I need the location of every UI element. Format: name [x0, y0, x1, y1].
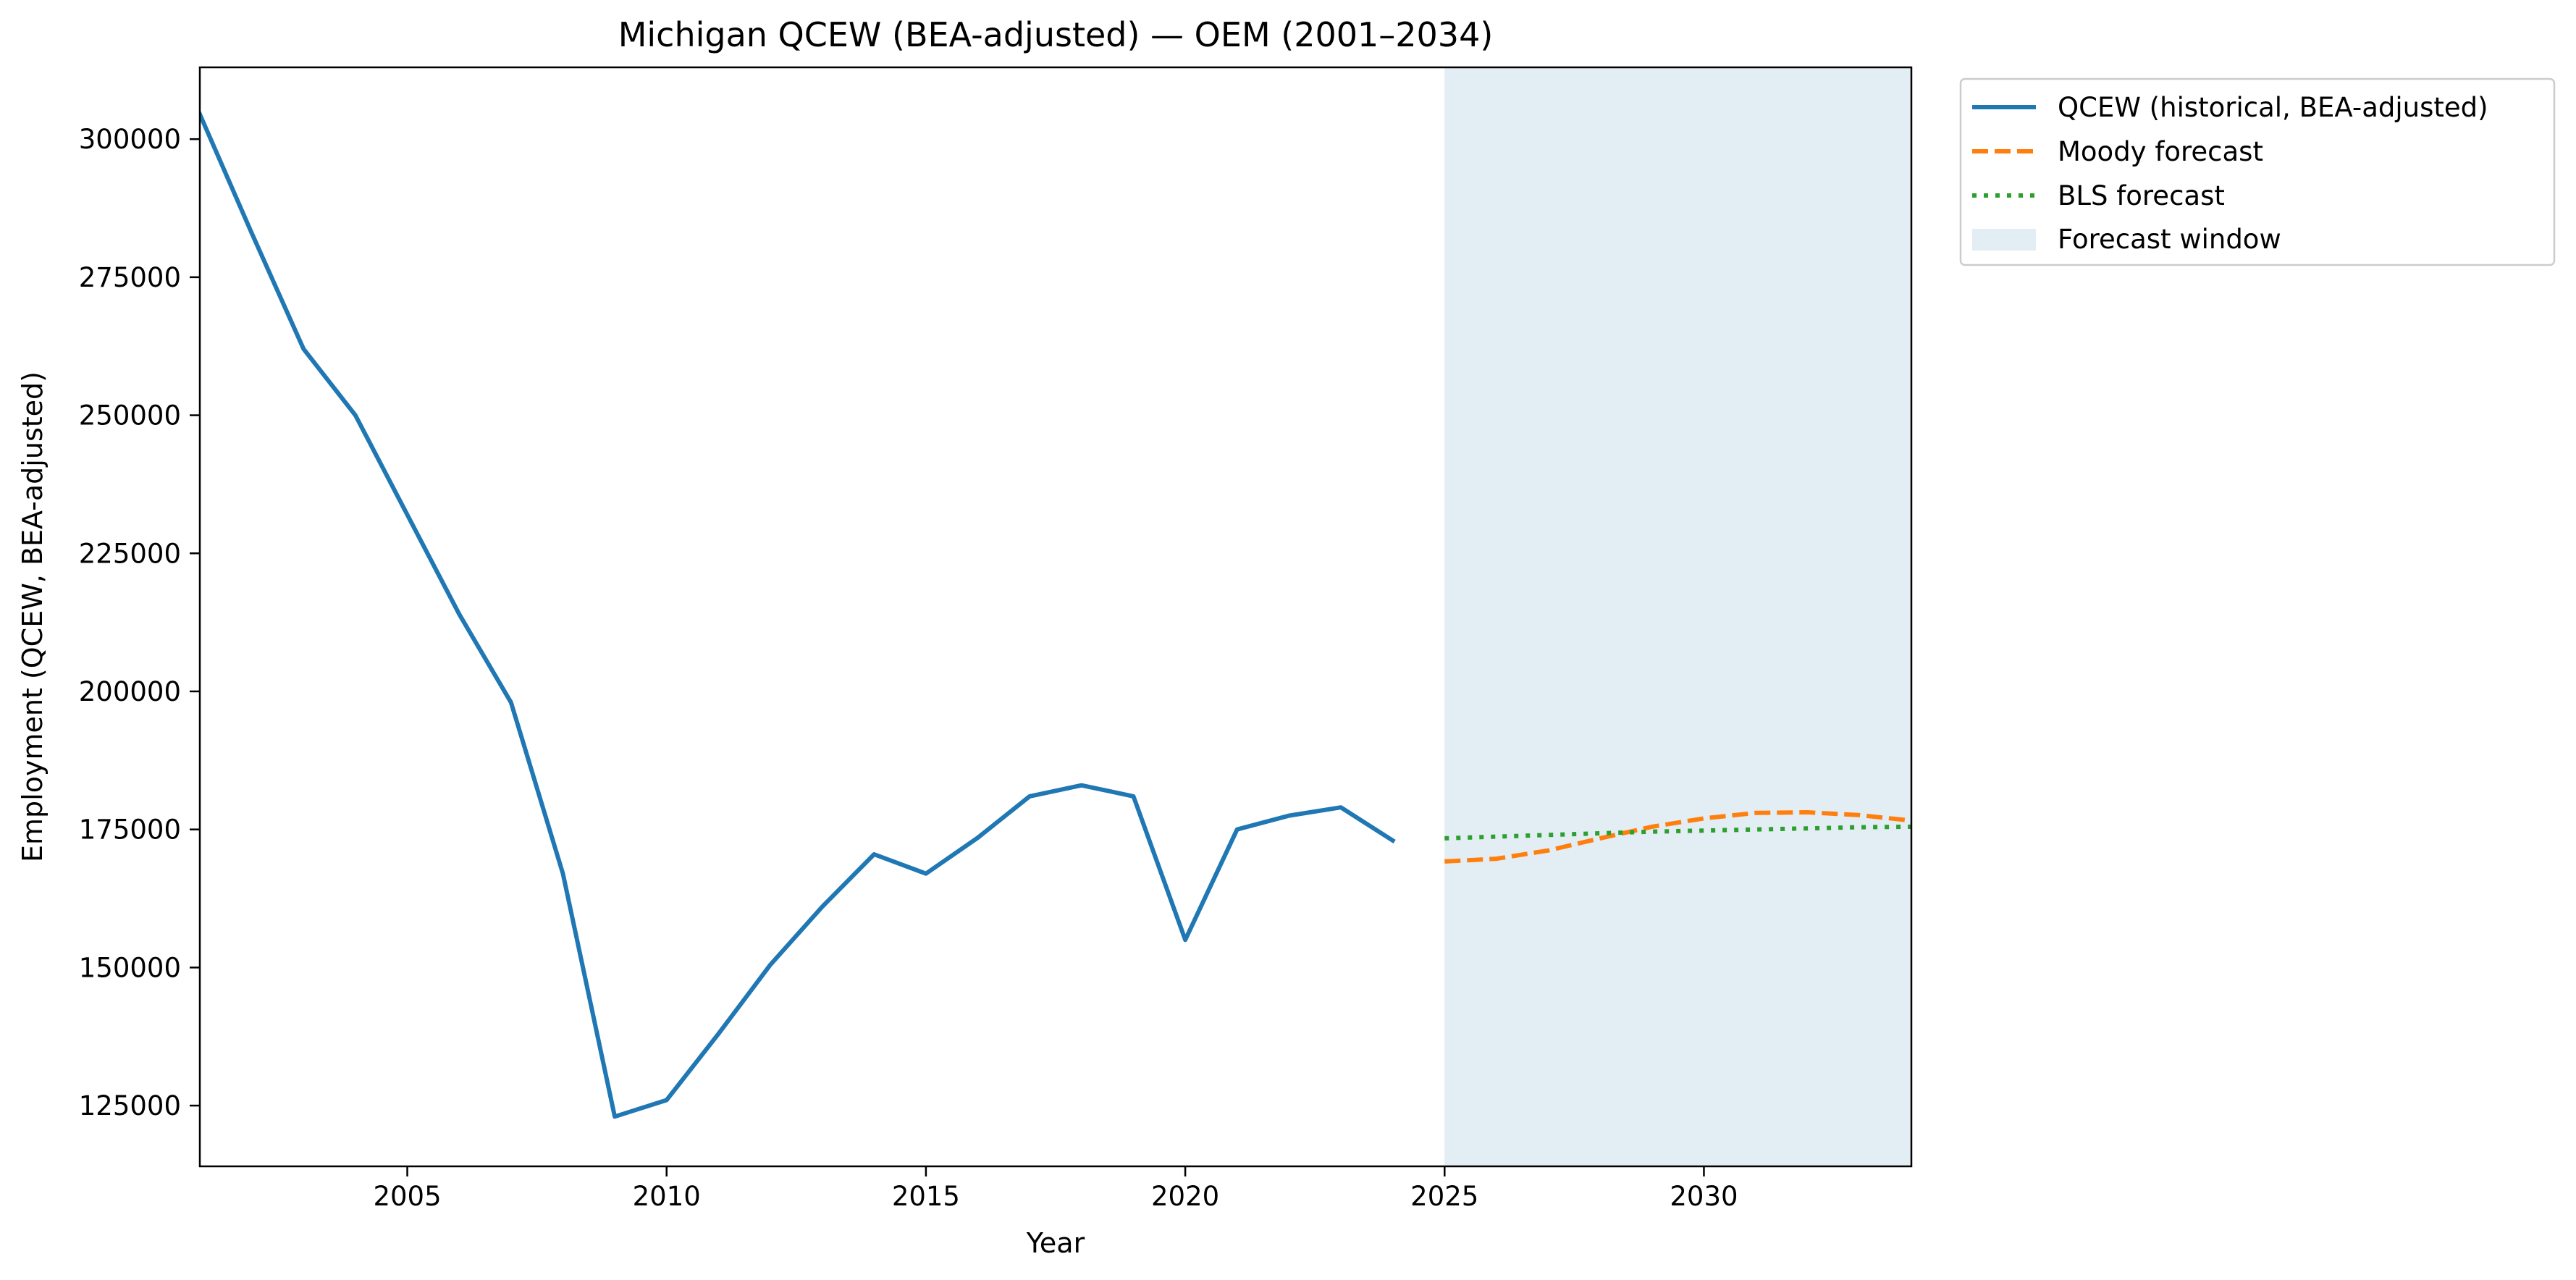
- forecast-window-band: [1444, 67, 1911, 1166]
- x-tick-label: 2010: [633, 1181, 701, 1212]
- legend: QCEW (historical, BEA-adjusted) Moody fo…: [1959, 77, 2556, 266]
- chart-title: Michigan QCEW (BEA-adjusted) — OEM (2001…: [618, 15, 1494, 54]
- y-tick-label: 150000: [79, 952, 181, 983]
- legend-label-bls: BLS forecast: [2058, 180, 2225, 211]
- y-tick-label: 175000: [79, 814, 181, 846]
- y-tick-label: 225000: [79, 538, 181, 569]
- legend-swatch-forecast-window: [1972, 229, 2036, 250]
- forecast-band-layer: [1444, 67, 1911, 1166]
- legend-label-moody: Moody forecast: [2058, 136, 2263, 167]
- x-axis: 2005 2010 2015 2020 2025 2030: [373, 1166, 1738, 1212]
- y-tick-label: 125000: [79, 1090, 181, 1121]
- y-axis-title: Employment (QCEW, BEA-adjusted): [17, 371, 49, 862]
- legend-frame: [1959, 77, 2556, 266]
- x-tick-label: 2015: [892, 1181, 960, 1212]
- legend-label-qcew: QCEW (historical, BEA-adjusted): [2058, 92, 2488, 123]
- x-axis-title: Year: [1026, 1227, 1085, 1259]
- y-tick-label: 275000: [79, 262, 181, 293]
- legend-label-forecast-window: Forecast window: [2058, 224, 2281, 255]
- plot-frame: [198, 66, 1913, 1168]
- x-tick-label: 2005: [373, 1181, 441, 1212]
- y-axis: 125000 150000 175000 200000 225000 250000 2750…: [79, 124, 200, 1121]
- series-line-qcew: [200, 111, 1396, 1119]
- series-layer: [200, 111, 1911, 1119]
- y-tick-label: 200000: [79, 676, 181, 707]
- series-line-moody: [1444, 810, 1911, 864]
- x-tick-label: 2020: [1151, 1181, 1219, 1212]
- y-tick-label: 300000: [79, 124, 181, 155]
- series-line-bls: [1444, 824, 1911, 841]
- y-tick-label: 250000: [79, 400, 181, 431]
- x-tick-label: 2025: [1410, 1181, 1478, 1212]
- x-tick-label: 2030: [1670, 1181, 1738, 1212]
